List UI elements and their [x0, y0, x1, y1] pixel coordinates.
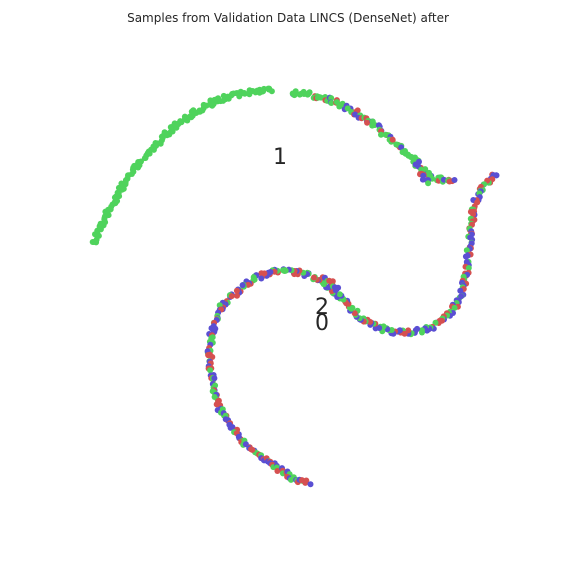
cluster-label-2: 2: [315, 295, 329, 320]
point-s-curve-2-120: [412, 327, 419, 334]
point-arc-1-left-60: [138, 158, 144, 165]
point-arc-1-right-119: [451, 177, 458, 183]
point-s-curve-2-341: [227, 424, 234, 431]
point-s-curve-2-249: [234, 292, 240, 299]
point-s-curve-2-399: [302, 479, 309, 486]
point-s-curve-2-248: [233, 287, 240, 294]
point-s-curve-2-65: [465, 265, 472, 271]
point-arc-1-right-30: [333, 99, 340, 106]
point-s-curve-2-229: [258, 270, 265, 277]
point-s-curve-2-312: [212, 382, 219, 389]
point-s-curve-2-196: [311, 274, 317, 281]
point-s-curve-2-58: [464, 252, 471, 259]
point-hook-1-7: [418, 166, 425, 173]
point-arc-1-left-139: [241, 90, 248, 96]
point-s-curve-2-390: [288, 476, 294, 483]
point-s-curve-2-308: [211, 375, 218, 382]
point-arc-1-left-155: [268, 88, 275, 95]
point-s-curve-2-177: [336, 291, 343, 298]
point-stray-2-5: [329, 278, 336, 285]
point-s-curve-2-349: [235, 433, 242, 440]
point-arc-1-left-98: [181, 113, 188, 120]
point-s-curve-2-162: [351, 310, 358, 317]
point-arc-1-right-19: [316, 94, 323, 101]
point-s-curve-2-361: [249, 446, 256, 453]
point-arc-1-right-12: [305, 90, 312, 97]
point-s-curve-2-324: [213, 401, 220, 408]
point-s-curve-2-145: [372, 325, 379, 332]
point-s-curve-2-253: [228, 293, 235, 300]
point-s-curve-2-216: [280, 267, 286, 274]
point-s-curve-2-230: [258, 275, 265, 282]
point-arc-1-right-24: [328, 95, 335, 102]
point-s-curve-2-83: [458, 293, 465, 300]
point-arc-1-left-95: [177, 118, 184, 125]
cluster-label-0: 0: [315, 311, 329, 336]
point-s-curve-2-32: [470, 211, 477, 218]
point-arc-1-right-26: [328, 100, 335, 106]
chart-title: Samples from Validation Data LINCS (Dens…: [127, 11, 449, 25]
cluster-label-1: 1: [273, 145, 287, 170]
point-s-curve-2-400: [307, 481, 314, 488]
point-arc-1-left-105: [190, 107, 197, 114]
point-arc-1-right-79: [398, 144, 405, 151]
point-stray-2-10: [332, 287, 339, 294]
point-s-curve-2-380: [274, 468, 281, 474]
point-s-curve-2-54: [463, 247, 470, 254]
point-arc-1-right-72: [389, 136, 396, 143]
point-s-curve-2-302: [207, 367, 214, 374]
point-s-curve-2-92: [451, 304, 458, 311]
point-arc-1-left-151: [260, 88, 267, 95]
points-layer: [89, 85, 500, 488]
point-arc-1-right-52: [364, 119, 371, 126]
cluster-labels: 1 2 0: [273, 145, 329, 336]
point-arc-1-left-38: [115, 184, 122, 191]
point-hook-1-16: [425, 180, 432, 187]
point-arc-1-right-67: [382, 131, 389, 138]
point-arc-1-left-80: [159, 135, 166, 141]
point-s-curve-2-117: [418, 327, 425, 334]
point-s-curve-2-243: [239, 282, 246, 289]
point-arc-1-right-63: [378, 131, 384, 138]
point-arc-1-right-3: [291, 92, 298, 99]
point-s-curve-2-107: [432, 319, 439, 326]
